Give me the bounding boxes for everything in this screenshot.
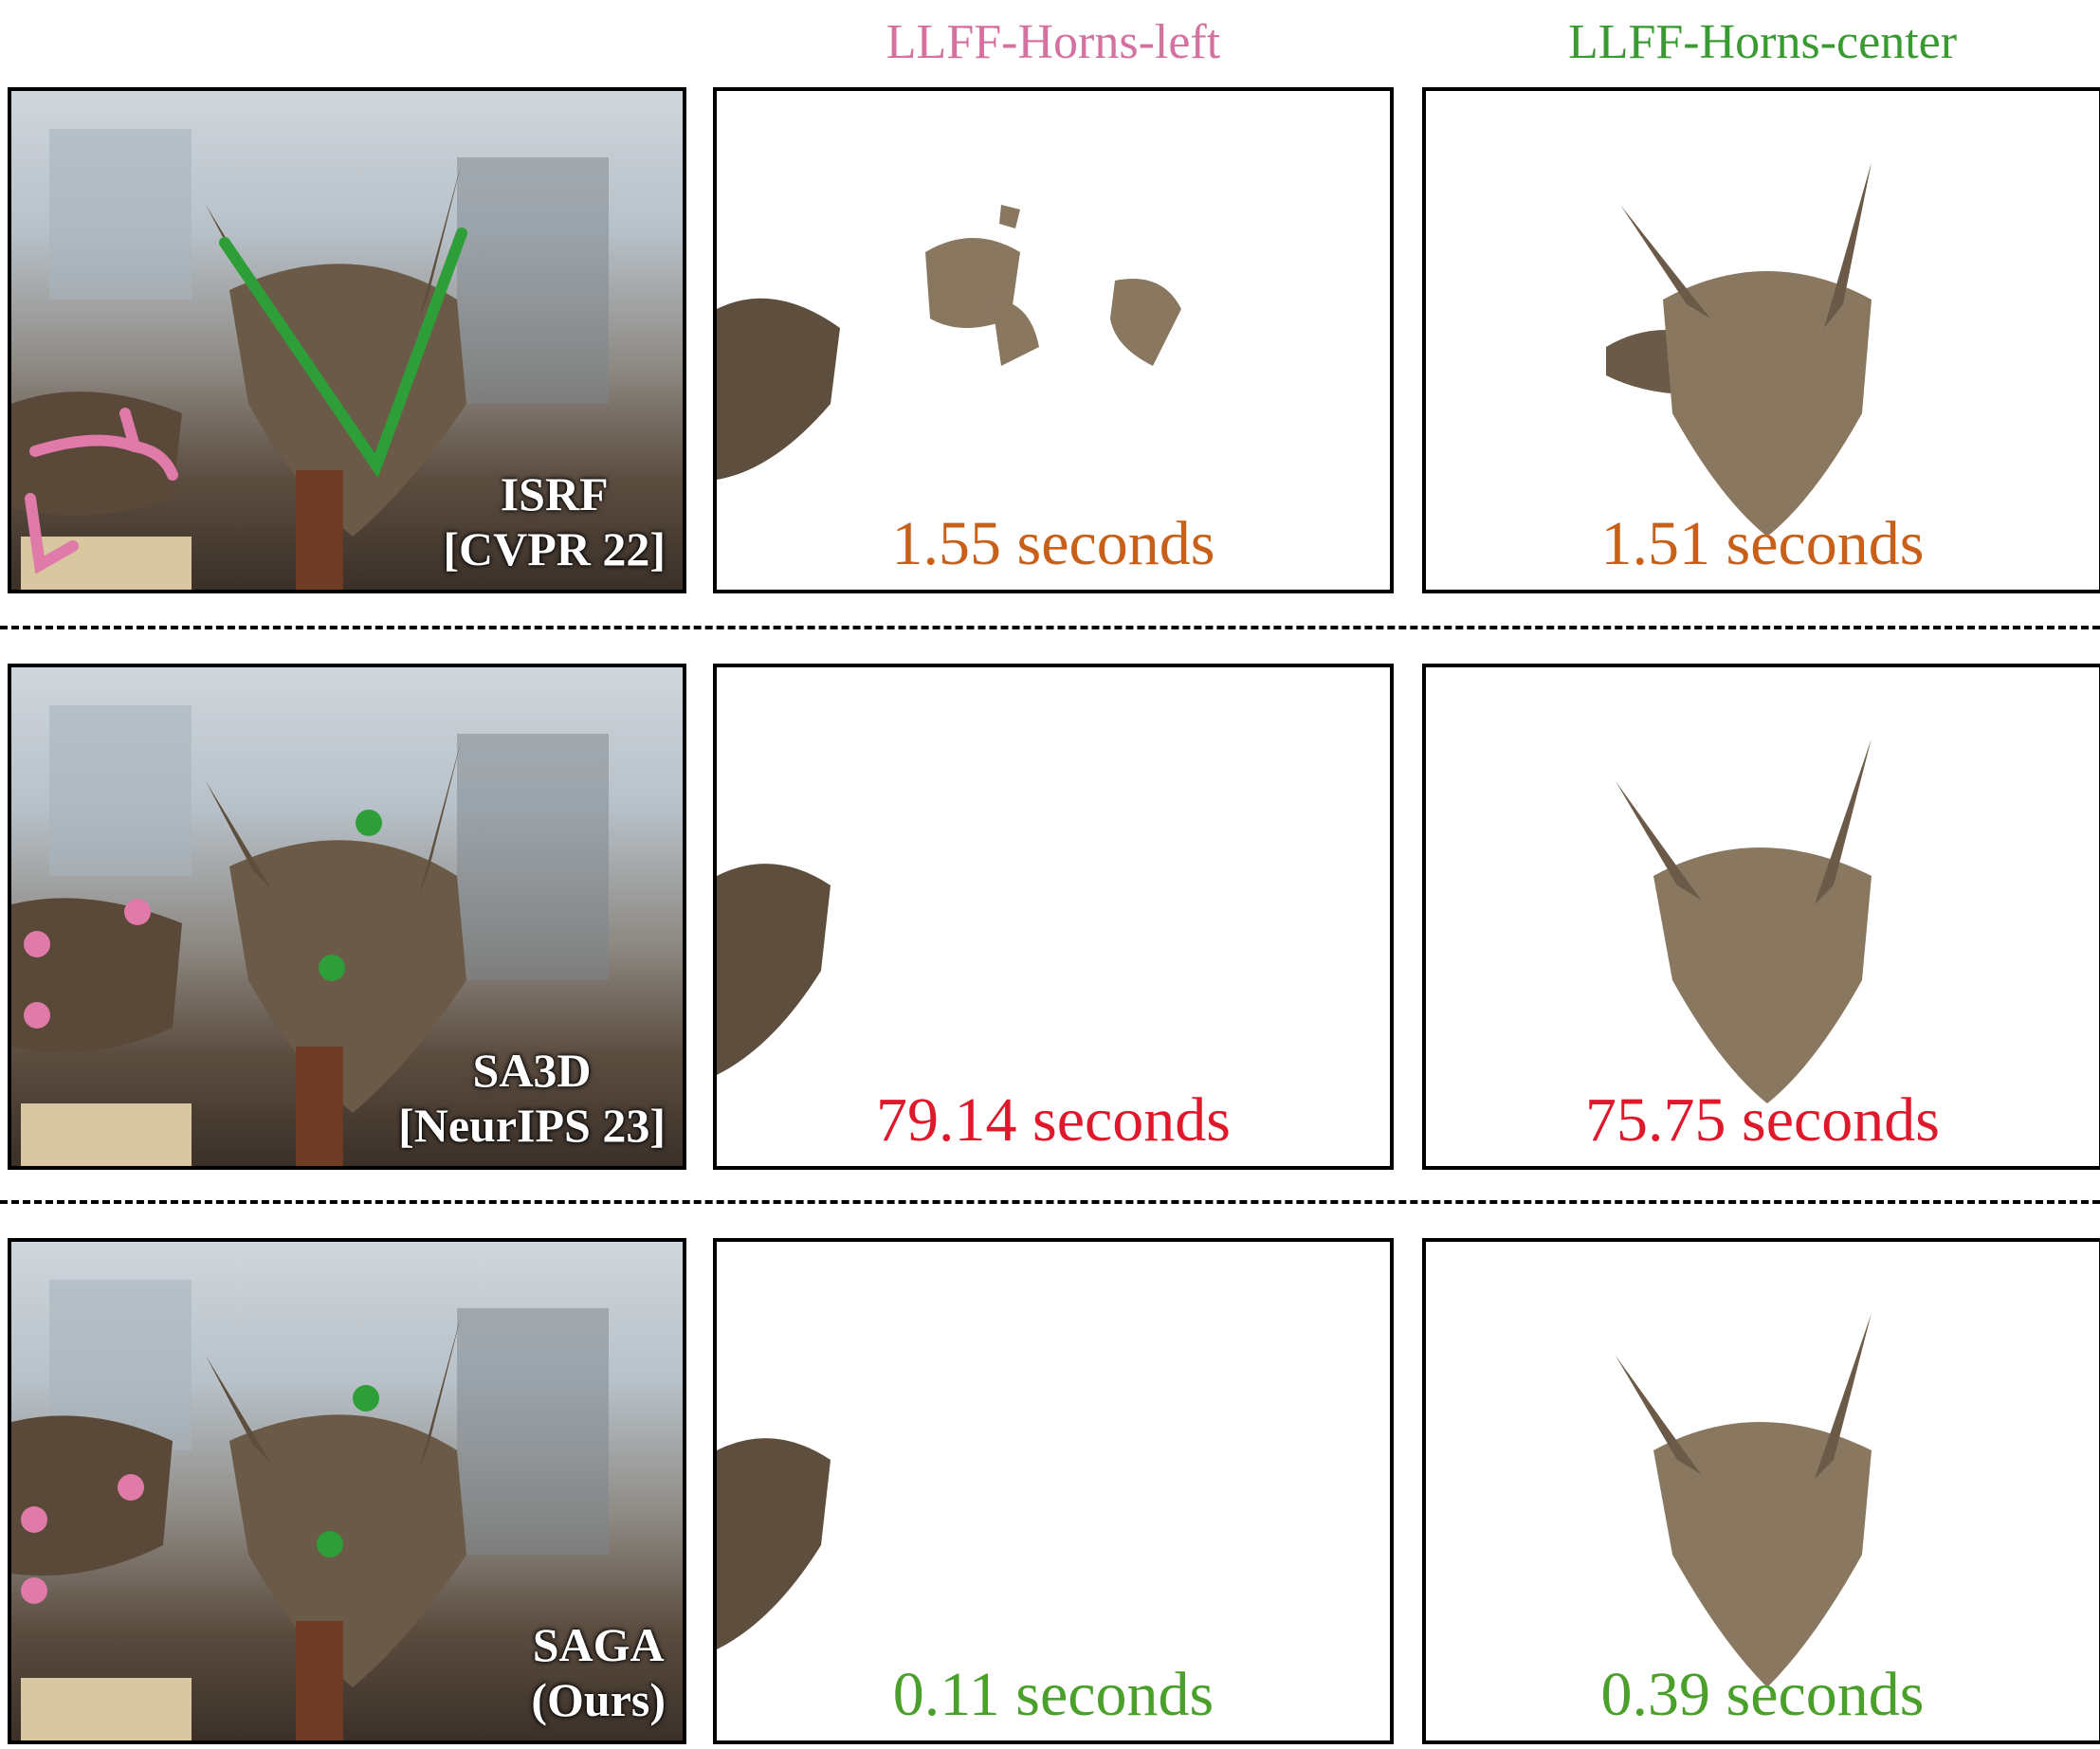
result-saga-horns-left: 0.11 seconds	[713, 1238, 1394, 1744]
method-label-isrf: ISRF [CVPR 22]	[443, 466, 666, 576]
input-scene-sa3d: SA3D [NeurIPS 23]	[8, 664, 686, 1170]
timing-sa3d-left: 79.14 seconds	[876, 1085, 1231, 1155]
method-venue: [NeurIPS 23]	[398, 1099, 666, 1152]
scene-illustration	[11, 129, 609, 590]
input-scene-isrf: ISRF [CVPR 22]	[8, 87, 686, 593]
method-venue: [CVPR 22]	[443, 522, 666, 575]
result-isrf-horns-left: 1.55 seconds	[713, 87, 1394, 593]
result-saga-horns-center: 0.39 seconds	[1422, 1238, 2100, 1744]
timing-saga-left: 0.11 seconds	[892, 1660, 1214, 1729]
method-venue: (Ours)	[531, 1673, 666, 1726]
row-divider-2	[0, 1200, 2100, 1204]
segmented-skull	[1616, 738, 1872, 1103]
method-label-saga: SAGA (Ours)	[531, 1617, 666, 1727]
result-sa3d-horns-left: 79.14 seconds	[713, 664, 1394, 1170]
input-scene-saga: SAGA (Ours)	[8, 1238, 686, 1744]
segmented-skull	[1616, 1313, 1872, 1687]
result-sa3d-horns-center: 75.75 seconds	[1422, 664, 2100, 1170]
segmented-skull	[717, 1438, 831, 1649]
segmented-skull	[1606, 162, 1872, 537]
segmented-skull-fragments	[717, 205, 1181, 480]
timing-isrf-left: 1.55 seconds	[891, 509, 1215, 578]
scene-illustration	[11, 1280, 609, 1740]
row-divider-1	[0, 626, 2100, 629]
timing-sa3d-center: 75.75 seconds	[1585, 1085, 1940, 1155]
timing-saga-center: 0.39 seconds	[1600, 1660, 1925, 1729]
method-name: SA3D	[472, 1044, 592, 1097]
timing-isrf-center: 1.51 seconds	[1600, 509, 1925, 578]
scene-illustration	[11, 705, 609, 1166]
segmented-skull	[717, 864, 831, 1075]
method-name: ISRF	[500, 467, 609, 520]
method-name: SAGA	[532, 1618, 665, 1671]
result-isrf-horns-center: 1.51 seconds	[1422, 87, 2100, 593]
column-header-horns-left: LLFF-Horns-left	[886, 15, 1221, 69]
method-label-sa3d: SA3D [NeurIPS 23]	[398, 1043, 666, 1153]
column-header-horns-center: LLFF-Horns-center	[1567, 15, 1958, 69]
